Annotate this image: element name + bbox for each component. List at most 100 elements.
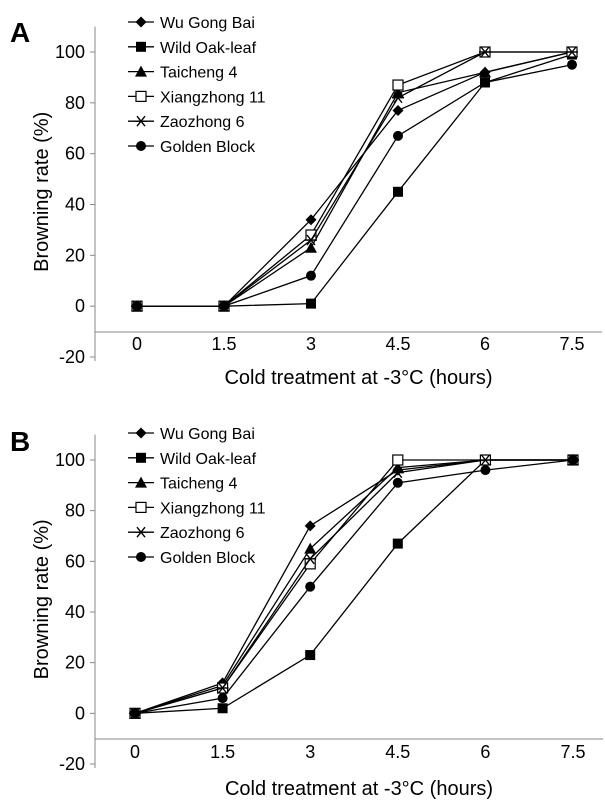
data-point (567, 59, 577, 70)
series-triangle (129, 454, 579, 719)
series-line (134, 459, 574, 714)
legend-item: Taicheng 4 (128, 65, 237, 82)
data-point (305, 241, 317, 253)
panel-label: A (10, 17, 30, 48)
series-open-square (131, 46, 578, 312)
data-point (480, 465, 491, 476)
legend-marker (135, 476, 147, 488)
legend-label: Wu Gong Bai (160, 15, 255, 32)
legend-item: Golden Block (128, 550, 256, 567)
legend-marker-stroke (136, 526, 146, 538)
y-tick-label: 100 (55, 42, 85, 62)
data-point (305, 234, 317, 246)
data-point-stroke (480, 46, 490, 58)
data-point (568, 455, 578, 465)
legend-label: Wild Oak-leaf (160, 40, 257, 57)
legend-label: Wu Gong Bai (160, 426, 255, 443)
x-tick-label: 3 (305, 742, 315, 762)
legend-marker (135, 427, 147, 439)
y-tick-label: 100 (55, 450, 85, 470)
data-point (305, 581, 316, 592)
legend-marker (135, 115, 147, 127)
y-tick-label: 80 (65, 501, 85, 521)
legend-item: Wu Gong Bai (128, 426, 255, 443)
data-point-stroke (393, 467, 403, 479)
x-tick-label: 1.5 (210, 742, 235, 762)
series-line (134, 459, 573, 714)
legend-item: Golden Block (128, 139, 256, 156)
legend-marker (135, 65, 147, 77)
data-point-stroke (393, 92, 403, 104)
legend-label: Zaozhong 6 (160, 114, 245, 131)
data-point (217, 693, 228, 704)
legend-marker (136, 141, 146, 151)
legend-label: Golden Block (160, 550, 256, 567)
x-tick-label: 1.5 (211, 334, 236, 354)
legend-item: Zaozhong 6 (128, 525, 245, 542)
legend-label: Golden Block (160, 139, 256, 156)
legend-marker (136, 452, 146, 463)
data-point (566, 46, 578, 58)
panel-label: B (10, 426, 30, 457)
panel-b: B -20 0 20 40 60 80 100 0 1.5 3 4.5 6 7.5 Cold treatme… (10, 426, 603, 800)
series-line (134, 459, 573, 714)
series-asterisk (129, 454, 579, 719)
data-point (392, 104, 404, 116)
y-tick-label: 0 (75, 703, 85, 723)
data-point (392, 79, 404, 91)
y-tick-label: 60 (65, 551, 85, 571)
data-point (392, 454, 404, 466)
series-diamond (129, 454, 579, 719)
series-line (137, 64, 573, 307)
data-point (392, 92, 404, 104)
y-tick-label: -20 (59, 347, 85, 367)
x-tick-label: 4.5 (385, 742, 410, 762)
series-circle (132, 59, 577, 312)
data-point (391, 467, 404, 479)
data-point-stroke (567, 46, 577, 58)
data-point (132, 301, 142, 312)
y-axis-title: Browning rate (%) (31, 519, 53, 679)
x-axis-title: Cold treatment at -3°C (hours) (225, 778, 493, 800)
x-tick-label: 6 (480, 334, 490, 354)
data-point (217, 703, 228, 714)
data-point (305, 650, 316, 661)
data-point (130, 708, 140, 719)
data-point (480, 77, 490, 88)
x-tick-label: 7.5 (559, 334, 584, 354)
x-tick-label: 0 (132, 334, 142, 354)
data-point (392, 538, 403, 549)
data-point (306, 298, 316, 309)
legend-marker (136, 552, 146, 562)
series-circle (130, 455, 578, 719)
legend-item: Wu Gong Bai (128, 15, 255, 32)
legend-marker (135, 90, 147, 103)
y-tick-label: 40 (65, 602, 85, 622)
x-tick-label: 4.5 (385, 334, 410, 354)
legend-label: Xiangzhong 11 (160, 89, 266, 106)
x-tick-label: 0 (130, 742, 140, 762)
legend-label: Xiangzhong 11 (160, 500, 266, 517)
legend-label: Taicheng 4 (160, 65, 237, 82)
y-axis-title: Browning rate (%) (31, 112, 53, 272)
legend-marker (135, 501, 147, 513)
data-point (479, 46, 491, 58)
y-tick-label: 20 (65, 653, 85, 673)
data-point-stroke (305, 553, 315, 565)
legend-marker (135, 16, 147, 28)
data-point (219, 301, 229, 312)
series-square (130, 455, 578, 719)
data-point (304, 553, 317, 565)
x-tick-label: 6 (480, 742, 490, 762)
data-point (216, 682, 229, 694)
data-point (393, 130, 403, 141)
legend-item: Taicheng 4 (128, 476, 237, 493)
legend-marker (135, 526, 147, 538)
data-point (479, 454, 492, 466)
y-tick-label: 60 (65, 144, 85, 164)
x-axis-title: Cold treatment at -3°C (hours) (224, 367, 492, 389)
x-tick-label: 3 (306, 334, 316, 354)
panel-a: A -20 0 20 40 60 80 100 0 1.5 3 4.5 6 7.5 Cold treatme… (10, 15, 602, 389)
series-diamond (131, 46, 578, 312)
